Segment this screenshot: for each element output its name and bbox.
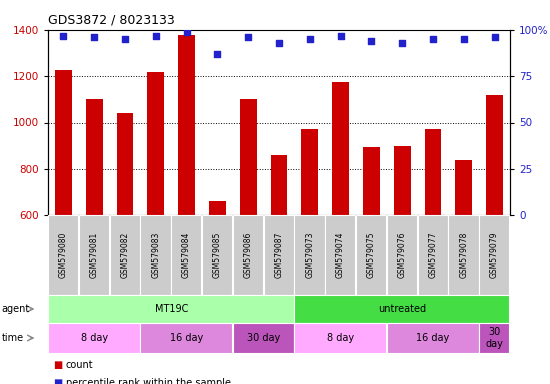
Point xyxy=(428,36,437,42)
Bar xyxy=(301,129,318,215)
Text: ■: ■ xyxy=(53,378,63,384)
Point xyxy=(490,34,499,40)
Text: GSM579074: GSM579074 xyxy=(336,232,345,278)
Bar xyxy=(147,72,164,215)
Point xyxy=(59,33,68,39)
Bar xyxy=(117,113,134,215)
Bar xyxy=(86,99,103,215)
Text: GSM579080: GSM579080 xyxy=(59,232,68,278)
Text: 30 day: 30 day xyxy=(247,333,280,343)
Text: GSM579073: GSM579073 xyxy=(305,232,314,278)
Text: percentile rank within the sample: percentile rank within the sample xyxy=(65,378,230,384)
Point xyxy=(151,33,160,39)
Bar xyxy=(425,129,442,215)
Text: MT19C: MT19C xyxy=(155,304,188,314)
Point xyxy=(274,40,283,46)
Text: 8 day: 8 day xyxy=(81,333,108,343)
Point xyxy=(90,34,98,40)
Text: GSM579087: GSM579087 xyxy=(274,232,283,278)
Point xyxy=(459,36,468,42)
Bar xyxy=(332,82,349,215)
Bar xyxy=(178,35,195,215)
Text: ■: ■ xyxy=(53,360,63,370)
Text: 16 day: 16 day xyxy=(416,333,450,343)
Bar xyxy=(240,99,257,215)
Bar xyxy=(486,95,503,215)
Bar xyxy=(394,146,411,215)
Text: GSM579081: GSM579081 xyxy=(90,232,98,278)
Point xyxy=(182,29,191,35)
Text: GSM579076: GSM579076 xyxy=(398,232,406,278)
Bar xyxy=(363,147,380,215)
Point xyxy=(213,51,222,57)
Text: GSM579084: GSM579084 xyxy=(182,232,191,278)
Point xyxy=(305,36,314,42)
Text: time: time xyxy=(2,333,24,343)
Text: untreated: untreated xyxy=(378,304,426,314)
Text: GSM579079: GSM579079 xyxy=(490,232,499,278)
Text: GSM579086: GSM579086 xyxy=(244,232,252,278)
Point xyxy=(120,36,129,42)
Point xyxy=(244,34,252,40)
Text: 16 day: 16 day xyxy=(170,333,204,343)
Text: count: count xyxy=(65,360,94,370)
Text: agent: agent xyxy=(2,304,30,314)
Bar xyxy=(55,71,72,215)
Bar xyxy=(455,159,472,215)
Point xyxy=(336,33,345,39)
Text: GSM579078: GSM579078 xyxy=(459,232,468,278)
Point xyxy=(367,38,376,44)
Bar xyxy=(209,201,226,215)
Text: GSM579082: GSM579082 xyxy=(120,232,129,278)
Text: GSM579085: GSM579085 xyxy=(213,232,222,278)
Text: GDS3872 / 8023133: GDS3872 / 8023133 xyxy=(48,13,175,26)
Text: GSM579083: GSM579083 xyxy=(151,232,160,278)
Text: 8 day: 8 day xyxy=(327,333,354,343)
Text: 30
day: 30 day xyxy=(486,327,504,349)
Point xyxy=(398,40,406,46)
Bar xyxy=(271,155,288,215)
Text: GSM579075: GSM579075 xyxy=(367,232,376,278)
Text: GSM579077: GSM579077 xyxy=(428,232,437,278)
